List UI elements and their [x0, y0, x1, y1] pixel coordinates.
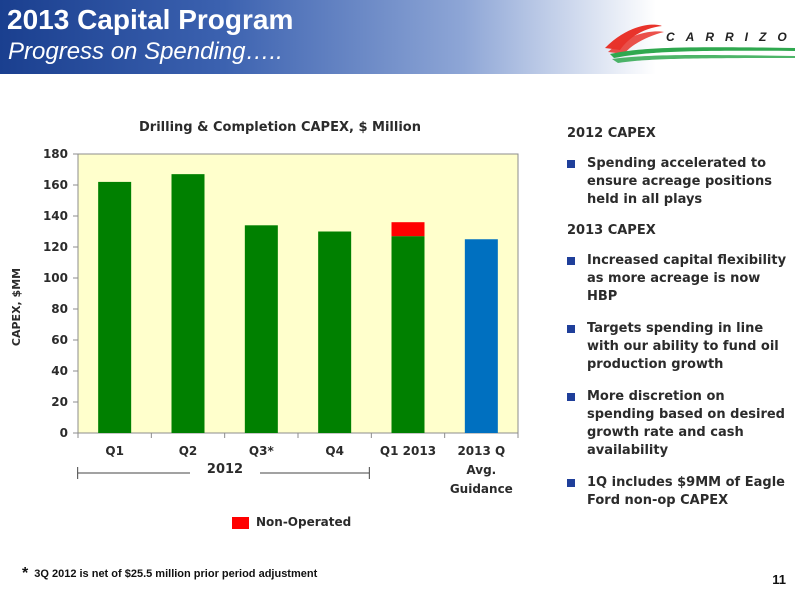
y-tick-label: 140 [43, 209, 68, 223]
footnote: * 3Q 2012 is net of $25.5 million prior p… [22, 565, 317, 583]
year-group-label: 2012 [190, 462, 260, 477]
square-bullet-icon [567, 393, 575, 401]
bullet-item: More discretion on spending based on des… [567, 388, 795, 460]
footnote-mark: * [22, 565, 29, 582]
page-number: 11 [772, 572, 786, 587]
x-tick-label: Q4 [325, 444, 344, 458]
legend-label-non-operated: Non-Operated [256, 515, 352, 529]
x-tick-label: Q3* [249, 444, 275, 458]
section-heading-2013: 2013 CAPEX [567, 223, 656, 238]
y-tick-label: 20 [51, 395, 68, 409]
bullet-item: Targets spending in line with our abilit… [567, 320, 795, 374]
x-tick-label: Q1 2013 [380, 444, 436, 458]
bullet-item: Increased capital flexibility as more ac… [567, 252, 795, 306]
bar-segment [318, 231, 352, 433]
y-tick-label: 120 [43, 240, 68, 254]
x-tick-label: Avg. [466, 463, 496, 477]
slide-subtitle: Progress on Spending….. [8, 38, 283, 65]
square-bullet-icon [567, 325, 575, 333]
bar-non-operated [391, 222, 425, 237]
bar-segment [171, 174, 205, 433]
carrizo-logo: CARRIZO [600, 18, 800, 68]
bar-segment [244, 225, 278, 433]
y-tick-label: 60 [51, 333, 68, 347]
y-tick-label: 0 [60, 426, 68, 440]
x-tick-label: Q1 [105, 444, 124, 458]
capex-bar-chart: 0 20 40 60 80 100 120 140 160 180 Q1 Q2 Q3* Q4 Q1 2013… [43, 147, 519, 496]
bullet-text: 1Q includes $9MM of Eagle Ford non-op CA… [587, 475, 785, 508]
slide-title: 2013 Capital Program [7, 4, 294, 35]
bar-segment [464, 239, 498, 433]
header-banner: 2013 Capital Program Progress on Spendin… [0, 0, 800, 74]
square-bullet-icon [567, 479, 575, 487]
x-tick-label: Q2 [179, 444, 198, 458]
square-bullet-icon [567, 257, 575, 265]
legend-swatch-non-operated [232, 517, 249, 529]
square-bullet-icon [567, 160, 575, 168]
y-tick-label: 180 [43, 147, 68, 161]
bullet-item: Spending accelerated to ensure acreage p… [567, 155, 795, 209]
y-tick-label: 160 [43, 178, 68, 192]
y-tick-label: 100 [43, 271, 68, 285]
logo-wordmark: CARRIZO [666, 30, 798, 44]
chart-title: Drilling & Completion CAPEX, $ Million [139, 120, 421, 135]
x-tick-label: 2013 Q [457, 444, 505, 458]
plot-area [77, 153, 519, 434]
y-tick-label: 40 [51, 364, 68, 378]
y-tick-label: 80 [51, 302, 68, 316]
commentary-panel: 2012 CAPEX Spending accelerated to ensur… [567, 126, 795, 524]
bar-segment [391, 236, 425, 433]
bullet-text: Spending accelerated to ensure acreage p… [587, 156, 772, 207]
bullet-text: Targets spending in line with our abilit… [587, 321, 779, 372]
carrizo-swoosh-icon [605, 24, 795, 63]
bullet-item: 1Q includes $9MM of Eagle Ford non-op CA… [567, 474, 795, 510]
bullet-text: More discretion on spending based on des… [587, 389, 785, 458]
bullet-text: Increased capital flexibility as more ac… [587, 253, 787, 304]
bar-segment [98, 181, 132, 433]
section-heading-2012: 2012 CAPEX [567, 126, 656, 141]
footnote-text: 3Q 2012 is net of $25.5 million prior pe… [34, 568, 318, 580]
x-tick-label: Guidance [450, 482, 513, 496]
